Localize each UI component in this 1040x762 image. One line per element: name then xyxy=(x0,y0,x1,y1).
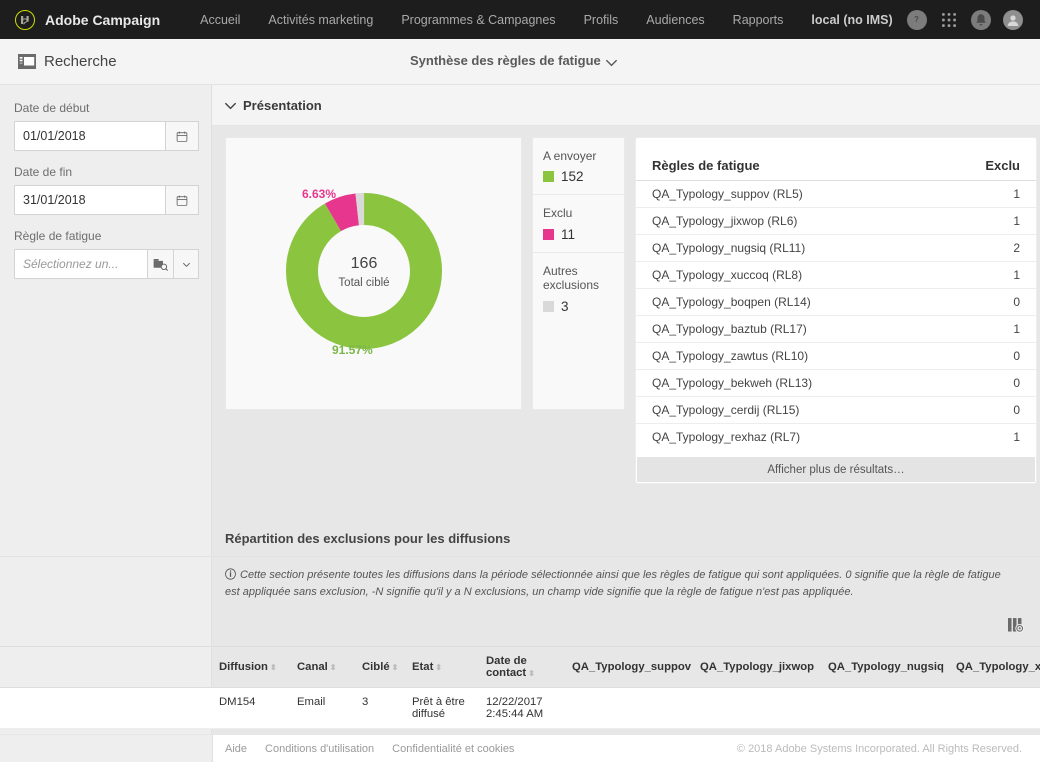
svg-text:?: ? xyxy=(914,15,919,24)
svg-text:166: 166 xyxy=(351,255,378,272)
svg-text:Total ciblé: Total ciblé xyxy=(338,277,389,289)
